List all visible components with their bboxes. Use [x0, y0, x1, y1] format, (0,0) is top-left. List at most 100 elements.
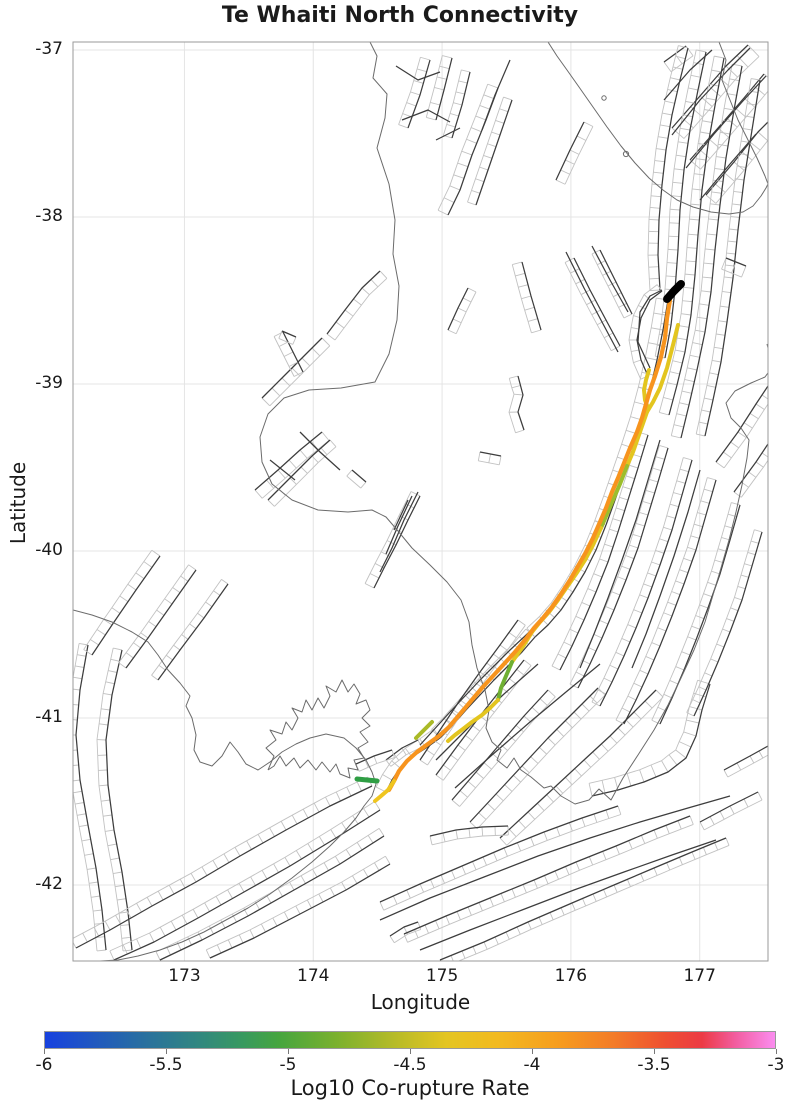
route-segment	[446, 698, 500, 743]
colorbar-tick-mark	[44, 1049, 45, 1054]
fault-ribbon	[715, 385, 768, 469]
fault-ribbon	[437, 83, 499, 216]
fault-ribbon	[705, 121, 768, 204]
x-tick-label: 176	[554, 966, 588, 986]
y-tick-label: -40	[35, 540, 63, 560]
colorbar-tick-mark	[288, 1049, 289, 1054]
fault-ribbon	[403, 815, 694, 943]
colorbar-tick-label: -4.5	[393, 1055, 427, 1075]
fault-ribbon	[654, 49, 707, 359]
fault-ribbon	[695, 78, 761, 437]
fault-ribbon	[398, 56, 431, 129]
route-segment	[645, 323, 680, 414]
fault-ribbon	[588, 679, 711, 797]
route-segment	[373, 779, 396, 803]
fault-ribbon	[151, 579, 229, 681]
fault-ribbon	[278, 330, 297, 345]
fault-ribbon	[389, 921, 422, 944]
plot-title: Te Whaiti North Connectivity	[221, 3, 579, 28]
colorbar-tick-label: -6	[35, 1055, 53, 1075]
fault-ribbon	[261, 337, 331, 407]
fault-network-layer	[73, 44, 768, 961]
y-tick-label: -37	[35, 39, 63, 60]
fault-ribbon	[96, 647, 133, 952]
fault-ribbon	[267, 439, 337, 507]
fault-ribbon	[205, 855, 391, 959]
colorbar-label: Log10 Co-rupture Rate	[290, 1076, 530, 1100]
fault-ribbon	[686, 529, 763, 717]
fault-ribbon	[425, 55, 453, 121]
colorbar-tick-mark	[532, 1049, 533, 1054]
route-segment	[599, 464, 629, 530]
colorbar-tick-mark	[654, 1049, 655, 1054]
y-tick-label: -41	[35, 707, 63, 727]
y-tick-label: -42	[35, 874, 63, 894]
fault-ribbon	[670, 63, 743, 439]
fault-ribbon	[499, 689, 664, 846]
fault-ribbon	[733, 443, 768, 498]
y-tick-label: -38	[35, 206, 63, 227]
fault-ribbon	[699, 791, 763, 831]
fault-ribbon	[346, 469, 367, 489]
fault-ribbon	[73, 776, 373, 949]
route-layer	[354, 280, 685, 803]
y-tick-label: -39	[35, 373, 63, 394]
colorbar-tick-mark	[776, 1049, 777, 1054]
fault-ribbon	[555, 121, 594, 185]
fault-ribbon	[469, 687, 606, 830]
fault-ribbon	[615, 477, 717, 725]
colorbar-tick-label: -3	[767, 1055, 785, 1075]
fault-ribbon	[447, 287, 477, 335]
fault-ribbon	[273, 331, 304, 377]
fault-ribbon	[647, 45, 689, 292]
fault-ribbon	[551, 431, 649, 671]
source-fault-segment	[663, 280, 685, 303]
colorbar-tick-mark	[410, 1049, 411, 1054]
fault-ribbon	[721, 257, 747, 278]
fault-trace-layer	[269, 47, 767, 951]
fault-ribbon	[564, 257, 621, 352]
route-segment	[496, 660, 514, 702]
fault-ribbon	[671, 44, 760, 139]
x-axis-label: Longitude	[370, 990, 471, 1014]
x-tick-label: 175	[425, 966, 459, 986]
fault-ribbon	[109, 801, 381, 961]
fault-ribbon	[591, 457, 693, 707]
fault-ribbon	[569, 445, 669, 689]
x-tick-label: 174	[297, 966, 330, 986]
x-tick-label: 177	[683, 966, 716, 986]
fault-ribbon	[467, 96, 513, 206]
route-segment	[386, 297, 673, 793]
fault-ribbon	[477, 451, 502, 466]
fault-ribbon	[355, 749, 395, 772]
colorbar-tick-mark	[166, 1049, 167, 1054]
route-segment	[414, 720, 434, 740]
colorbar-tick-label: -5	[279, 1055, 297, 1075]
fault-ribbon	[379, 805, 622, 911]
fault-ribbon	[658, 55, 725, 416]
colorbar-tick-label: -3.5	[637, 1055, 671, 1075]
fault-ribbon	[508, 375, 525, 434]
fault-ribbon	[118, 564, 197, 669]
colorbar-tick-label: -5.5	[149, 1055, 183, 1075]
fault-ribbon	[442, 69, 471, 139]
fault-ribbon	[326, 270, 388, 341]
coastline-layer	[73, 42, 768, 961]
fault-ribbon	[439, 837, 730, 961]
fault-ribbon	[429, 825, 509, 846]
colorbar-tick-label: -4	[523, 1055, 541, 1075]
route-segment	[354, 776, 380, 784]
colorbar	[44, 1031, 776, 1049]
fault-ribbon	[591, 249, 633, 319]
fault-ribbon	[83, 549, 161, 656]
fault-ribbon	[511, 261, 542, 334]
axis-frame	[72, 41, 769, 962]
route-segment	[625, 410, 649, 468]
x-tick-label: 173	[168, 966, 201, 986]
fault-ribbon	[723, 745, 768, 778]
fault-ribbon	[155, 828, 385, 961]
gridline-layer	[73, 42, 768, 961]
map-layer	[73, 42, 768, 961]
